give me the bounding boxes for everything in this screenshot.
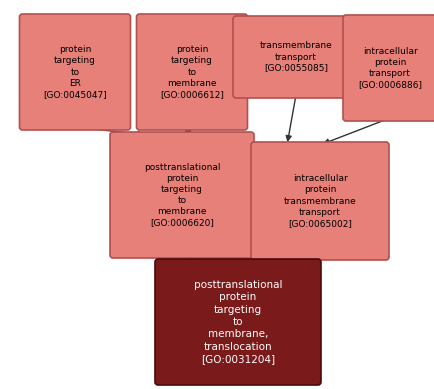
- Text: intracellular
protein
transport
[GO:0006886]: intracellular protein transport [GO:0006…: [358, 47, 422, 89]
- Text: posttranslational
protein
targeting
to
membrane
[GO:0006620]: posttranslational protein targeting to m…: [144, 163, 220, 227]
- Text: protein
targeting
to
ER
[GO:0045047]: protein targeting to ER [GO:0045047]: [43, 45, 107, 99]
- Text: intracellular
protein
transmembrane
transport
[GO:0065002]: intracellular protein transmembrane tran…: [284, 174, 356, 228]
- FancyBboxPatch shape: [155, 259, 321, 385]
- Text: posttranslational
protein
targeting
to
membrane,
translocation
[GO:0031204]: posttranslational protein targeting to m…: [194, 280, 282, 364]
- FancyBboxPatch shape: [251, 142, 389, 260]
- Text: transmembrane
transport
[GO:0055085]: transmembrane transport [GO:0055085]: [260, 41, 332, 73]
- FancyBboxPatch shape: [137, 14, 247, 130]
- Text: protein
targeting
to
membrane
[GO:0006612]: protein targeting to membrane [GO:000661…: [160, 45, 224, 99]
- FancyBboxPatch shape: [20, 14, 131, 130]
- FancyBboxPatch shape: [343, 15, 434, 121]
- FancyBboxPatch shape: [233, 16, 359, 98]
- FancyBboxPatch shape: [110, 132, 254, 258]
